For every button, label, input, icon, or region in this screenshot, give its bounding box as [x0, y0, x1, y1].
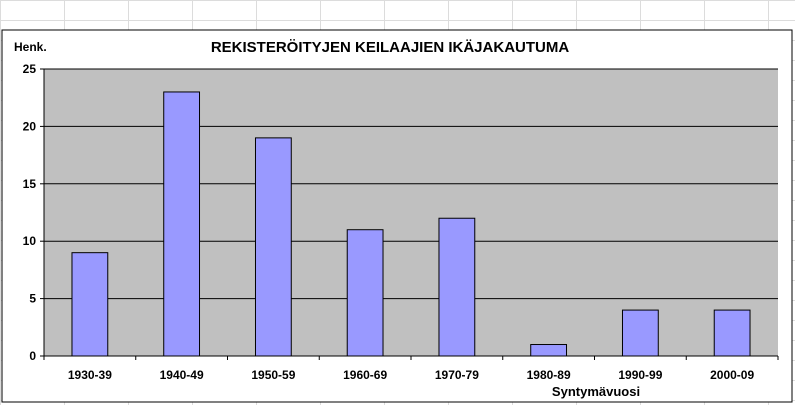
x-tick-label: 1960-69 [343, 368, 387, 382]
x-axis: 1930-39 1940-49 1950-59 1960-69 1970-79 1980-… [43, 355, 779, 382]
bar-1970-79 [438, 217, 476, 357]
chart-title: REKISTERÖITYJEN KEILAAJIEN IKÄJAKAUTUMA [211, 39, 570, 56]
y-tick-label: 15 [23, 177, 37, 191]
bar-2000-09 [713, 309, 751, 357]
x-tick-label: 1990-99 [618, 368, 662, 382]
x-tick-label: 1930-39 [68, 368, 112, 382]
y-tick-label: 0 [29, 349, 36, 363]
y-tick-label: 10 [23, 234, 37, 248]
bar-1940-49 [163, 91, 201, 357]
y-tick-label: 20 [23, 119, 37, 133]
x-tick-label: 1950-59 [251, 368, 295, 382]
bar-1950-59 [254, 137, 292, 357]
y-axis-unit-label: Henk. [14, 40, 47, 54]
y-tick-label: 5 [29, 292, 36, 306]
x-tick-label: 1940-49 [160, 368, 204, 382]
x-tick-label: 1980-89 [527, 368, 571, 382]
x-axis-title: Syntymävuosi [552, 384, 640, 399]
bars [71, 91, 751, 357]
bar-1930-39 [71, 252, 109, 357]
bar-1980-89 [530, 344, 568, 357]
plot-area [44, 69, 778, 356]
bar-1960-69 [346, 229, 384, 357]
bar-1990-99 [621, 309, 659, 357]
y-axis: 0 5 10 15 20 25 [23, 62, 45, 363]
x-tick-label: 2000-09 [710, 368, 754, 382]
y-tick-label: 25 [23, 62, 37, 76]
x-tick-label: 1970-79 [435, 368, 479, 382]
